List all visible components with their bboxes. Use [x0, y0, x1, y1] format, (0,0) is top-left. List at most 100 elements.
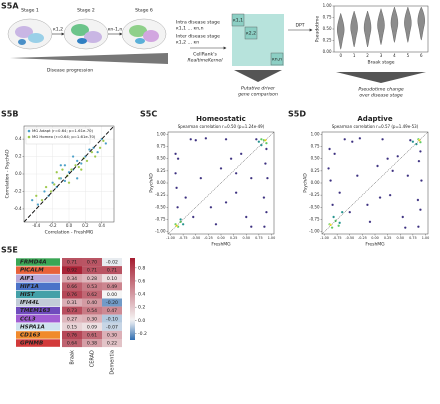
cell-label: 0.92: [67, 268, 77, 274]
y-axis-label: Pseudotime: [315, 16, 321, 43]
progression-wedge: [10, 53, 168, 64]
kernel-label: RealtimeKernel: [187, 58, 223, 64]
stage-label: Stage 2: [77, 8, 95, 14]
point: [351, 140, 354, 143]
point: [337, 224, 340, 228]
cell-label: 0.22: [107, 341, 117, 347]
gene-label: HIST: [20, 292, 36, 298]
cell-label: 0.64: [67, 341, 77, 347]
violin: [417, 6, 425, 41]
point: [250, 176, 253, 180]
gene-label: AIF1: [19, 276, 34, 282]
point: [61, 168, 64, 171]
dpt-label: DPT: [295, 23, 304, 29]
plot-frame: [321, 131, 429, 235]
gene-label-box: [16, 306, 60, 315]
point: [348, 210, 352, 214]
chart-title: Homeostatic: [196, 115, 246, 123]
transition-label: κn-1,n: [108, 27, 123, 33]
point: [366, 203, 369, 207]
plot-frame: [167, 131, 275, 235]
x-tick-label: 0: [339, 53, 342, 58]
y-tick-label: 0.00: [323, 49, 332, 54]
x-tick-label: 0.25: [384, 236, 392, 240]
point: [79, 168, 83, 171]
x-tick-label: -0.25: [204, 236, 213, 240]
cell-label: 0.71: [107, 268, 117, 274]
point: [260, 138, 263, 141]
colorbar-label: -0.2: [138, 331, 147, 337]
heat-cell: [62, 290, 82, 299]
diagonal: [321, 131, 429, 235]
point: [194, 138, 198, 142]
cell-label: 0.66: [67, 284, 77, 290]
y-axis-label: Correlation - PsychAD: [5, 149, 11, 198]
point: [263, 225, 266, 228]
y-tick-label: 0.00: [157, 180, 166, 185]
gene-label-box: [16, 339, 60, 347]
matrix-label: κn,n: [272, 58, 282, 63]
gene-label-box: [16, 323, 60, 331]
gene-label: IFI44L: [20, 300, 40, 306]
point: [411, 140, 415, 143]
cell-label: 0.70: [87, 260, 97, 266]
y-tick-label: 1.00: [311, 131, 320, 136]
gene-label: GPNMB: [20, 341, 43, 347]
plot-frame: [23, 125, 115, 223]
colorbar-label: 0.4: [138, 292, 145, 298]
point: [93, 155, 97, 158]
point: [102, 139, 105, 143]
y-tick-label: 0.25: [311, 168, 320, 173]
x-tick-label: 0.50: [242, 236, 250, 240]
y-tick-label: 0.4: [15, 136, 22, 141]
point: [343, 138, 346, 141]
x-tick-label: -0.25: [358, 236, 367, 240]
point: [381, 138, 384, 141]
point: [340, 210, 344, 214]
heat-cell: [82, 330, 102, 339]
point: [419, 150, 422, 153]
gene-label: PICALM: [20, 268, 44, 274]
point: [262, 196, 266, 199]
y-tick-label: 0.75: [311, 144, 320, 149]
violin: [404, 6, 412, 43]
heat-cell: [82, 322, 102, 331]
x-axis-label: Correlation - FreshMG: [45, 230, 94, 236]
point: [176, 157, 180, 160]
heat-cell: [62, 322, 82, 331]
cell-label: 0.71: [67, 260, 77, 266]
point: [75, 159, 79, 163]
violin: [377, 8, 385, 46]
transition-matrix: [231, 13, 284, 66]
x-tick-label: -0.75: [179, 236, 188, 240]
point: [67, 181, 71, 185]
matrix-label: κ1,1: [233, 18, 243, 24]
heat-cell: [82, 339, 102, 348]
intra-formula: κ1,1 … κn,n: [176, 26, 204, 32]
cell-label: 0.76: [67, 292, 77, 298]
point: [266, 176, 269, 180]
point: [409, 138, 412, 142]
colorbar-label: 0.0: [138, 318, 145, 324]
point: [224, 201, 228, 204]
gene-label: TMEM163: [20, 308, 51, 314]
point: [368, 220, 372, 224]
point: [234, 172, 238, 175]
x-tick-label: 0.75: [409, 236, 417, 240]
point: [420, 179, 423, 182]
y-tick-label: -0.25: [155, 192, 166, 197]
heat-cell: [102, 266, 122, 275]
point: [239, 152, 243, 156]
pseudotime-label: over disease stage: [359, 93, 403, 99]
y-tick-label: 0.25: [323, 38, 332, 43]
cell-label: 0.54: [87, 308, 97, 314]
colorbar-label: 0.8: [138, 265, 145, 271]
point: [265, 147, 268, 151]
matrix-label: κ2,2: [246, 31, 256, 37]
point: [75, 177, 79, 180]
point: [327, 167, 330, 170]
y-axis-label: PsychAD: [303, 173, 309, 193]
point: [338, 221, 341, 225]
heat-cell: [102, 306, 122, 315]
point: [333, 152, 336, 156]
